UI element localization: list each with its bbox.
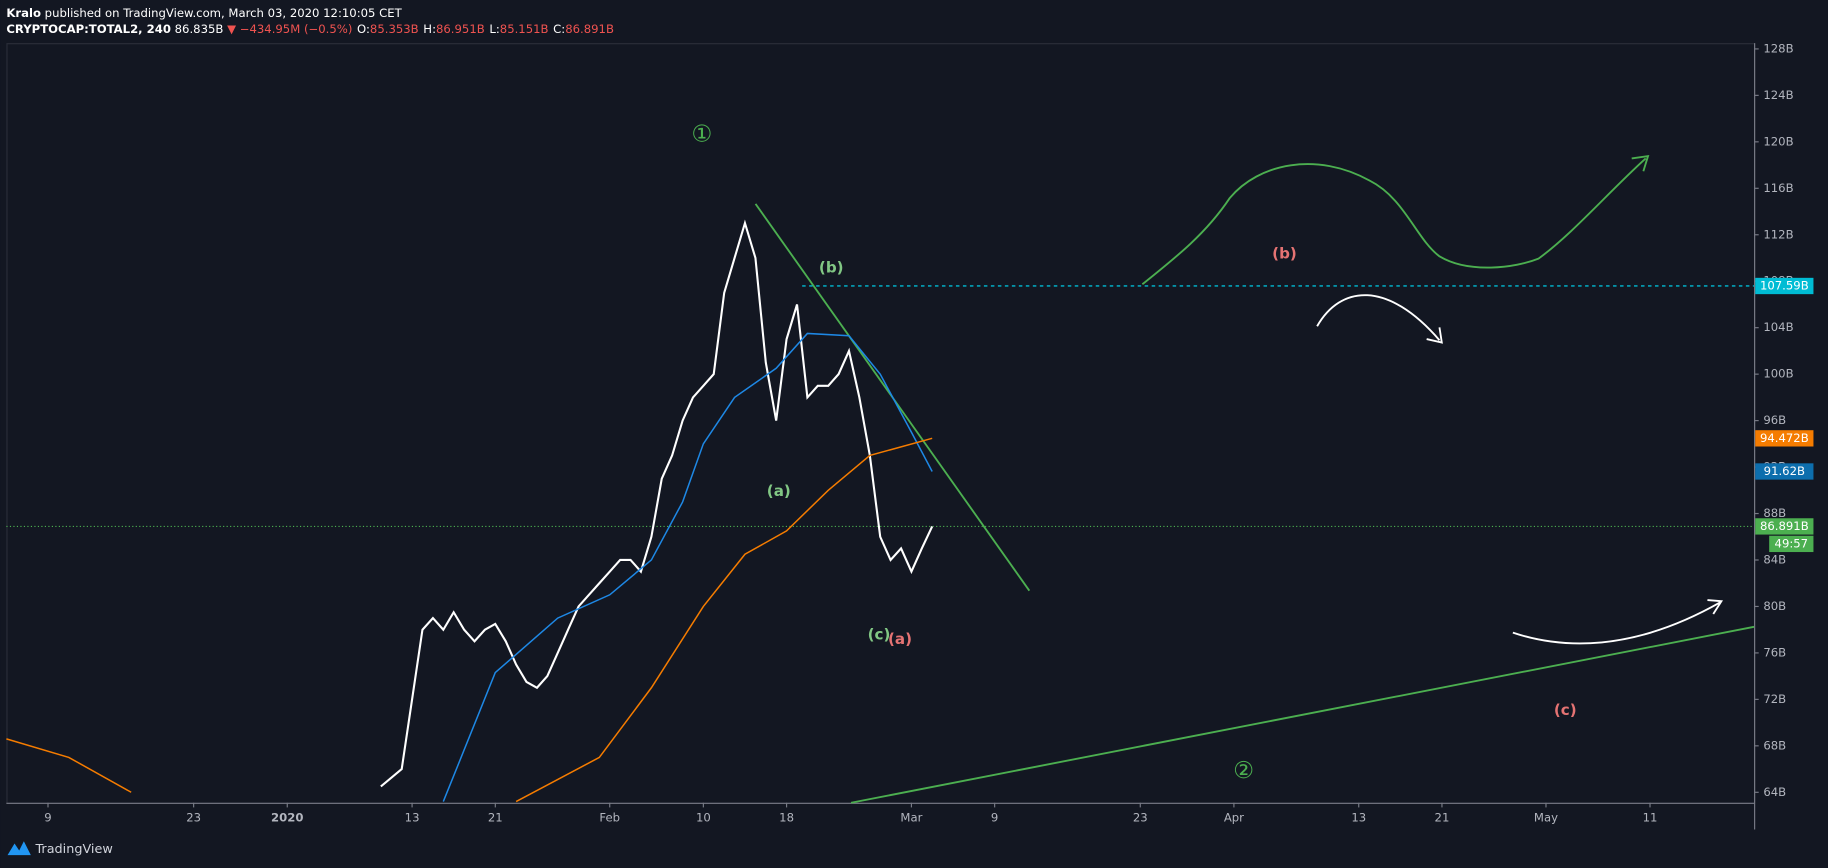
drawing bbox=[1316, 294, 1443, 344]
x-tick-label: 21 bbox=[488, 810, 503, 824]
logo bbox=[7, 841, 31, 856]
price-label: 91.62B bbox=[1764, 464, 1805, 478]
plot: ① (b) (a) (c) (a) (b) (c) ② bbox=[6, 121, 1755, 804]
x-tick-label: 11 bbox=[1643, 810, 1658, 824]
annotation: (b) bbox=[1272, 244, 1297, 262]
annotation: (c) bbox=[868, 625, 891, 643]
ohlc-value: 86.951B bbox=[436, 22, 485, 36]
y-tick-label: 112B bbox=[1763, 227, 1793, 241]
price-label-box bbox=[1755, 463, 1814, 480]
y-tick-label: 76B bbox=[1763, 645, 1786, 659]
y-tick-label: 64B bbox=[1763, 785, 1786, 799]
x-tick-label: Feb bbox=[599, 810, 620, 824]
author: Kralo bbox=[6, 5, 41, 19]
price-label: 94.472B bbox=[1760, 431, 1809, 445]
change: ▼ −434.95M (−0.5%) bbox=[227, 22, 352, 36]
symbol-line: CRYPTOCAP:TOTAL2, 240 86.835B ▼ −434.95M… bbox=[6, 22, 614, 36]
annotation: (a) bbox=[767, 482, 791, 500]
x-tick-label: 2020 bbox=[271, 810, 303, 824]
y-tick-label: 72B bbox=[1763, 692, 1786, 706]
annotation: (c) bbox=[1554, 701, 1577, 719]
x-tick-label: 23 bbox=[186, 810, 201, 824]
y-tick-label: 124B bbox=[1763, 88, 1793, 102]
symbol: CRYPTOCAP:TOTAL2, 240 bbox=[6, 22, 171, 36]
ohlc-key: H: bbox=[423, 22, 436, 36]
annotation: ② bbox=[1233, 757, 1254, 784]
y-tick-label: 128B bbox=[1763, 41, 1793, 55]
x-tick-label: 21 bbox=[1435, 810, 1450, 824]
y-tick-label: 96B bbox=[1763, 413, 1786, 427]
drawing bbox=[1512, 599, 1724, 645]
price-label: 107.59B bbox=[1760, 278, 1809, 292]
x-tick-label: 9 bbox=[991, 810, 998, 824]
x-tick-label: 23 bbox=[1133, 810, 1148, 824]
x-tick-label: 13 bbox=[405, 810, 420, 824]
trendline bbox=[850, 625, 1755, 804]
x-tick-label: Apr bbox=[1224, 810, 1244, 824]
x-tick-label: 13 bbox=[1351, 810, 1366, 824]
countdown: 49:57 bbox=[1775, 536, 1809, 550]
x-tick-label: May bbox=[1534, 810, 1558, 824]
y-tick-label: 100B bbox=[1763, 367, 1793, 381]
series-line bbox=[380, 219, 934, 788]
series-line bbox=[442, 332, 933, 802]
ohlc-value: 86.891B bbox=[565, 22, 614, 36]
annotation: (a) bbox=[888, 630, 912, 648]
y-tick-label: 68B bbox=[1763, 738, 1786, 752]
annotation: ① bbox=[692, 121, 713, 148]
x-tick-label: 10 bbox=[696, 810, 711, 824]
published: published on TradingView.com, March 03, … bbox=[45, 5, 403, 19]
price-label-box bbox=[1755, 277, 1814, 295]
ohlc-value: 85.151B bbox=[500, 22, 549, 36]
annotation: (b) bbox=[819, 258, 844, 276]
ohlc: O:85.353B H:86.951B L:85.151B C:86.891B bbox=[357, 22, 614, 36]
y-tick-label: 120B bbox=[1763, 134, 1793, 148]
y-tick-label: 104B bbox=[1763, 320, 1793, 334]
ohlc-key: L: bbox=[489, 22, 499, 36]
series-line bbox=[515, 437, 933, 803]
series-line bbox=[6, 738, 132, 793]
last-price: 86.835B bbox=[175, 22, 224, 36]
price-label: 86.891B bbox=[1760, 519, 1809, 533]
brand: TradingView bbox=[35, 842, 113, 857]
x-tick-label: Mar bbox=[900, 810, 922, 824]
drawing bbox=[1141, 154, 1650, 286]
y-tick-label: 80B bbox=[1763, 599, 1786, 613]
ohlc-value: 85.353B bbox=[370, 22, 419, 36]
price-label-box bbox=[1755, 518, 1814, 535]
header-line: Kralo published on TradingView.com, Marc… bbox=[6, 5, 402, 19]
price-label-box bbox=[1755, 430, 1814, 447]
footer: TradingView bbox=[7, 841, 113, 857]
y-tick-label: 88B bbox=[1763, 506, 1786, 520]
ohlc-key: O: bbox=[357, 22, 370, 36]
ohlc-key: C: bbox=[553, 22, 565, 36]
y-tick-label: 84B bbox=[1763, 552, 1786, 566]
countdown-box bbox=[1769, 535, 1814, 553]
x-tick-label: 18 bbox=[779, 810, 794, 824]
x-tick-label: 9 bbox=[44, 810, 51, 824]
y-tick-label: 116B bbox=[1763, 181, 1793, 195]
